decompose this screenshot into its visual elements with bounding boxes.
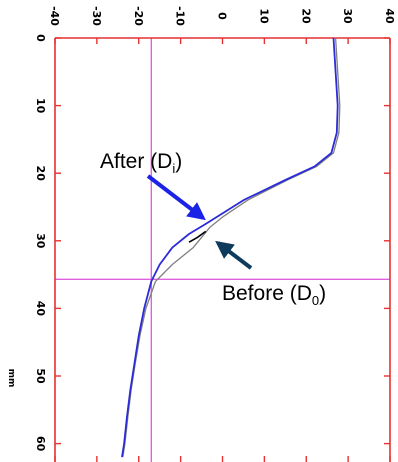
y-axis-unit: mm <box>6 369 16 388</box>
tick-marks <box>54 37 391 462</box>
after-label: After (Di) <box>100 150 182 176</box>
y-tick-label: 30 <box>34 233 47 249</box>
x-tick-label: -30 <box>90 6 103 26</box>
before-arrow <box>215 240 253 270</box>
y-tick-label: 10 <box>34 98 47 114</box>
series-after-line <box>121 37 339 458</box>
after-arrow <box>146 174 206 221</box>
after-label-suffix: ) <box>175 150 182 173</box>
y-tick-label: 50 <box>34 368 47 384</box>
y-tick-label: 40 <box>34 301 47 317</box>
x-tick-label: 0 <box>216 12 229 20</box>
x-tick-label: -10 <box>174 6 187 26</box>
x-tick-label: -40 <box>48 6 61 26</box>
y-tick-label: 60 <box>34 436 47 452</box>
before-curve-detail <box>188 230 207 243</box>
after-label-subscript: i <box>172 161 175 176</box>
before-label: Before (D0) <box>222 282 326 308</box>
series-lines <box>121 37 341 458</box>
before-label-subscript: 0 <box>312 293 319 308</box>
y-tick-label: 0 <box>34 34 47 42</box>
before-label-suffix: ) <box>319 282 326 305</box>
annotations: After (Di) Before (D0) <box>100 150 326 308</box>
x-tick-label: 30 <box>341 8 354 24</box>
x-tick-label: -20 <box>132 6 145 26</box>
x-tick-label: 40 <box>383 8 396 24</box>
x-tick-labels: -40 -30 -20 -10 0 10 20 30 40 <box>48 6 396 26</box>
series-before-line <box>122 37 341 458</box>
x-tick-label: 10 <box>257 8 270 24</box>
reference-lines <box>55 38 390 462</box>
x-tick-label: 20 <box>299 8 312 24</box>
y-tick-labels: 0 10 20 30 40 50 60 <box>34 34 47 451</box>
y-tick-label: 20 <box>34 166 47 182</box>
